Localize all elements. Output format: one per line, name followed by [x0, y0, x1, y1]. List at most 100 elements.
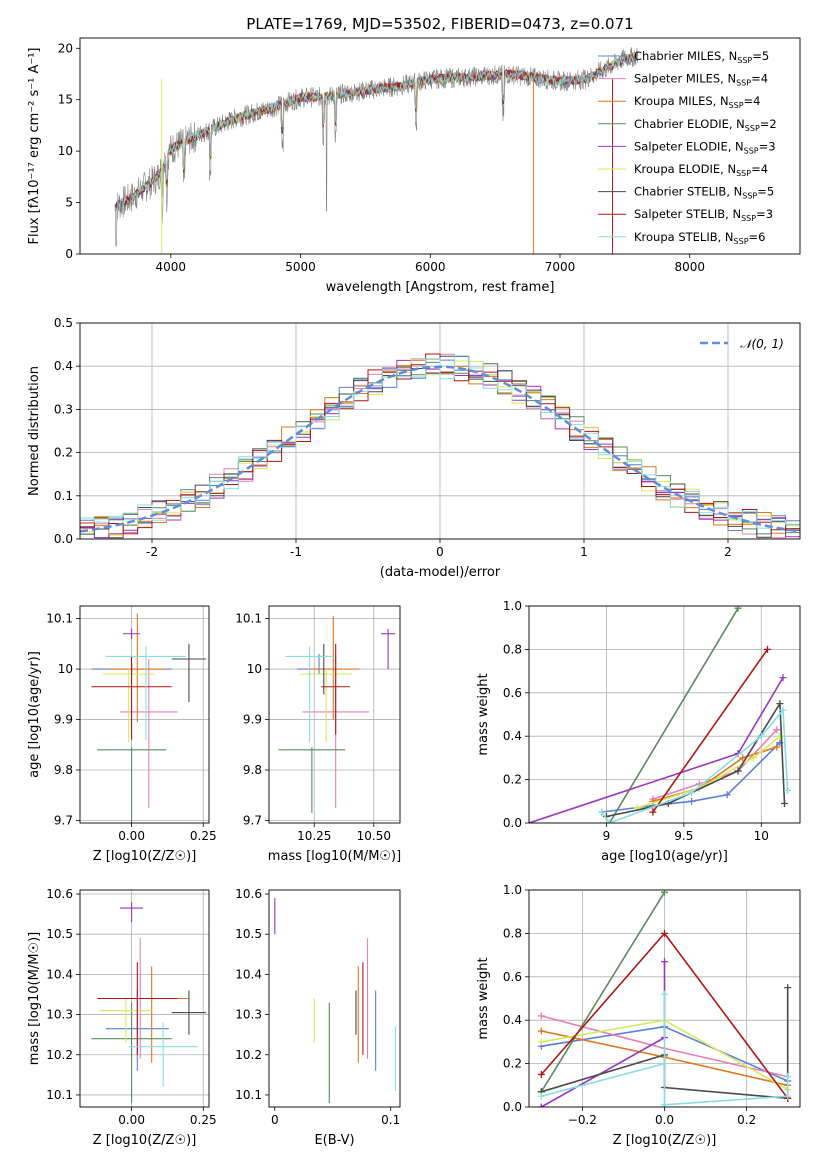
weight-marker — [661, 890, 668, 896]
grid-lines — [80, 606, 209, 823]
weight-marker — [537, 1038, 545, 1046]
axes-frame — [79, 889, 210, 1108]
y-tick-label: 9.8 — [54, 763, 73, 777]
x-tick-label: 0 — [436, 545, 444, 559]
axes-frame — [268, 605, 401, 824]
errorbar-point — [171, 643, 207, 702]
y-tick-label: 10 — [247, 662, 262, 676]
y-tick-label: 5 — [65, 196, 73, 210]
legend-subscript: SSP — [736, 79, 751, 88]
weight-marker — [779, 706, 787, 714]
plot-area — [91, 613, 207, 823]
y-tick-label: 0.8 — [503, 642, 522, 656]
x-axis-label: mass [log10(M/M☉)] — [268, 849, 401, 864]
y-tick-label: 10.5 — [235, 927, 262, 941]
plot-area — [274, 898, 396, 1103]
y-tick-label: 10.5 — [46, 927, 73, 941]
y-tick-label: 10.4 — [235, 967, 262, 981]
weight-marker — [784, 786, 792, 794]
y-tick-label: 10.3 — [46, 1008, 73, 1022]
y-tick-label: 10.1 — [235, 612, 262, 626]
x-axis-label: Z [log10(Z/Z☉)] — [93, 849, 197, 864]
weight-marker — [537, 1092, 545, 1100]
weight-marker — [781, 799, 789, 807]
plot-area — [114, 47, 639, 254]
weight-marker — [661, 958, 668, 966]
weight-series-kroupa-stelib — [601, 708, 789, 823]
plot-area — [529, 606, 792, 823]
weight-marker — [750, 754, 758, 762]
residual-histogram-kroupa-stelib — [80, 355, 800, 529]
weight-marker — [661, 990, 668, 998]
spectrum-legend: Chabrier MILES, NSSP=5 Salpeter MILES, NS… — [598, 49, 777, 246]
panel-weight-vs-Z: −0.2 0.0 0.2 0.0 0.2 0.4 0.6 0.8 1.0 Z [log10(Z/Z… — [476, 883, 801, 1148]
axes-frame — [528, 605, 801, 824]
panel-weight-vs-age: 9 9.5 10 0.0 0.2 0.4 0.6 0.8 1.0 age [log10(age/y… — [476, 599, 801, 864]
plot-area — [537, 890, 792, 1107]
model-spectrum-kroupa-stelib — [114, 53, 638, 212]
y-tick-label: 10.1 — [46, 612, 73, 626]
errorbar-point — [100, 998, 152, 1043]
axes-frame — [268, 889, 401, 1108]
x-tick-label: 9.5 — [674, 829, 693, 843]
errorbar-point — [108, 613, 166, 723]
weight-marker — [537, 1103, 545, 1107]
weight-marker — [757, 732, 765, 740]
weight-marker — [537, 1012, 545, 1020]
y-axis-label: Normed distribution — [27, 366, 42, 496]
x-tick-label: 8000 — [674, 260, 705, 274]
panel-age-vs-mass: 10.25 10.50 9.7 9.8 9.9 10 10.1 mass [log10(M/M… — [235, 605, 401, 864]
x-tick-label: 0 — [271, 1113, 279, 1127]
y-tick-label: 0.5 — [54, 316, 73, 330]
x-tick-label: 2 — [724, 545, 732, 559]
legend-entry: Kroupa STELIB, NSSP=6 — [634, 230, 765, 246]
weight-marker — [779, 674, 787, 682]
legend-count: =4 — [744, 94, 761, 108]
y-axis-label: age [log10(age/yr)] — [27, 651, 42, 778]
errorbar-point — [123, 628, 141, 639]
errorbar-point — [97, 962, 178, 1055]
errorbar-point — [285, 646, 334, 743]
legend-count: =5 — [752, 49, 769, 63]
grid-lines — [529, 605, 800, 824]
y-tick-label: 0.0 — [503, 1100, 522, 1114]
weight-marker — [661, 1060, 668, 1068]
errorbar-point — [171, 990, 207, 1035]
weight-series-kroupa-elodie — [637, 735, 781, 809]
weight-marker — [661, 929, 668, 937]
y-tick-label: 9.7 — [243, 813, 262, 827]
legend-entry: Salpeter ELODIE, NSSP=3 — [634, 139, 776, 155]
weight-marker — [606, 819, 614, 823]
y-tick-label: 0.0 — [503, 816, 522, 830]
legend-subscript: SSP — [744, 146, 759, 155]
residual-legend: 𝒩(0, 1) — [700, 337, 784, 351]
errorbar-point — [120, 902, 144, 923]
y-tick-label: 10.1 — [235, 1088, 262, 1102]
axes: 9 9.5 10 0.0 0.2 0.4 0.6 0.8 1.0 age [log10(age/y… — [476, 599, 801, 864]
y-tick-label: 10.4 — [46, 967, 73, 981]
y-tick-label: 9.8 — [243, 763, 262, 777]
weight-marker — [763, 645, 771, 653]
errorbar-point — [91, 1002, 172, 1103]
weight-marker — [688, 797, 696, 805]
errorbar-point — [97, 747, 166, 823]
weight-marker — [537, 1027, 545, 1035]
axes-frame — [528, 889, 801, 1108]
x-tick-label: 10.50 — [357, 829, 391, 843]
y-tick-label: 10.6 — [46, 887, 73, 901]
y-tick-label: 0.2 — [54, 446, 73, 460]
weight-marker — [598, 808, 606, 816]
panel-age-vs-Z: 0.00 0.25 9.7 9.8 9.9 10 10.1 Z [log10(Z/Z☉)] ag… — [27, 605, 217, 864]
legend-count: =5 — [757, 185, 774, 199]
y-tick-label: 0.8 — [503, 926, 522, 940]
y-axis-label: mass weight — [476, 673, 491, 755]
legend-subscript: SSP — [729, 101, 744, 110]
x-tick-label: 5000 — [285, 260, 316, 274]
legend-subscript: SSP — [737, 56, 752, 65]
y-tick-label: 10.2 — [235, 1048, 262, 1062]
weight-marker — [734, 606, 742, 612]
weight-marker — [649, 808, 657, 816]
normal-reference-curve — [80, 365, 800, 533]
y-tick-label: 0 — [65, 247, 73, 261]
